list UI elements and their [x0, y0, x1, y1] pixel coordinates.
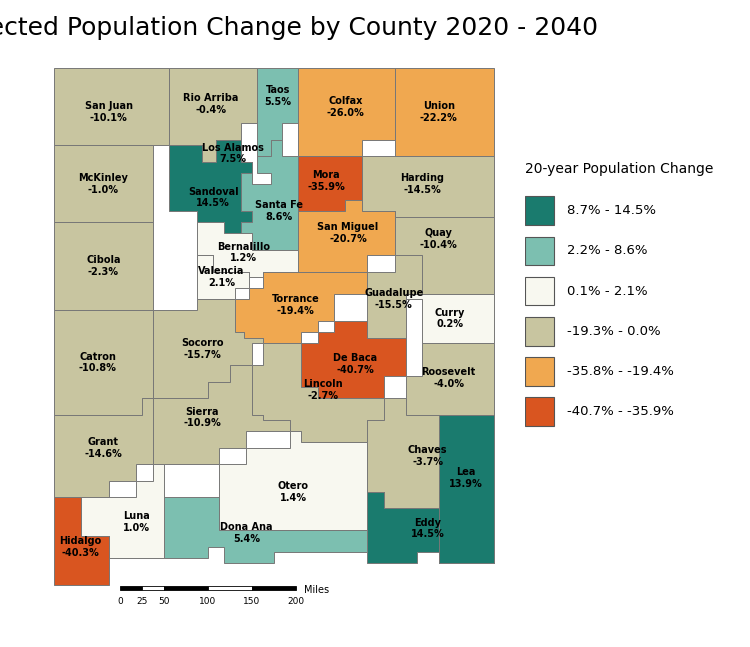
Polygon shape — [54, 145, 153, 223]
Text: Dona Ana
5.4%: Dona Ana 5.4% — [220, 522, 272, 543]
Text: 150: 150 — [243, 597, 260, 606]
Bar — [525, 277, 554, 305]
Text: Union
-22.2%: Union -22.2% — [420, 102, 458, 123]
Bar — [120, 586, 142, 590]
Polygon shape — [406, 343, 494, 415]
Text: Rio Arriba
-0.4%: Rio Arriba -0.4% — [183, 93, 238, 115]
Polygon shape — [170, 68, 257, 162]
Text: Los Alamos
7.5%: Los Alamos 7.5% — [202, 143, 263, 164]
Text: 100: 100 — [200, 597, 217, 606]
Polygon shape — [54, 497, 109, 585]
Polygon shape — [298, 157, 362, 217]
Polygon shape — [196, 255, 249, 299]
Bar — [142, 586, 164, 590]
Text: Quay
-10.4%: Quay -10.4% — [420, 228, 458, 250]
Bar — [525, 317, 554, 345]
Polygon shape — [54, 310, 153, 415]
Text: 25: 25 — [136, 597, 148, 606]
Bar — [208, 586, 252, 590]
Text: San Juan
-10.1%: San Juan -10.1% — [85, 102, 133, 123]
Text: 2.2% - 8.6%: 2.2% - 8.6% — [567, 245, 647, 258]
Polygon shape — [153, 299, 262, 398]
Text: Bernalillo
1.2%: Bernalillo 1.2% — [217, 242, 270, 263]
Polygon shape — [216, 140, 252, 173]
Text: Santa Fe
8.6%: Santa Fe 8.6% — [255, 201, 303, 222]
Polygon shape — [241, 140, 323, 250]
Polygon shape — [368, 255, 422, 338]
Text: Projected Population Change by County 2020 - 2040: Projected Population Change by County 20… — [0, 16, 598, 40]
Text: Harding
-14.5%: Harding -14.5% — [400, 173, 444, 195]
Text: -40.7% - -35.9%: -40.7% - -35.9% — [567, 405, 674, 418]
Text: Torrance
-19.4%: Torrance -19.4% — [272, 294, 320, 316]
Bar — [525, 237, 554, 265]
Bar — [164, 586, 208, 590]
Polygon shape — [219, 431, 384, 531]
Text: Guadalupe
-15.5%: Guadalupe -15.5% — [364, 289, 423, 310]
Text: Sierra
-10.9%: Sierra -10.9% — [184, 407, 221, 428]
Bar — [525, 357, 554, 386]
Text: 0: 0 — [117, 597, 123, 606]
Polygon shape — [170, 140, 252, 234]
Polygon shape — [252, 343, 384, 443]
Text: Lincoln
-2.7%: Lincoln -2.7% — [304, 379, 343, 400]
Text: Catron
-10.8%: Catron -10.8% — [79, 352, 117, 373]
Polygon shape — [298, 68, 394, 157]
Polygon shape — [164, 497, 368, 563]
Polygon shape — [54, 68, 170, 145]
Polygon shape — [362, 157, 494, 217]
Polygon shape — [196, 223, 298, 277]
Text: Luna
1.0%: Luna 1.0% — [123, 511, 150, 532]
Text: Colfax
-26.0%: Colfax -26.0% — [326, 96, 364, 118]
Polygon shape — [406, 294, 494, 343]
Text: 20-year Population Change: 20-year Population Change — [525, 162, 713, 176]
Text: Sandoval
14.5%: Sandoval 14.5% — [188, 187, 238, 208]
Text: Hidalgo
-40.3%: Hidalgo -40.3% — [59, 536, 101, 558]
Polygon shape — [368, 398, 494, 509]
Text: Eddy
14.5%: Eddy 14.5% — [411, 518, 445, 540]
Text: Otero
1.4%: Otero 1.4% — [278, 481, 308, 503]
Text: Lea
13.9%: Lea 13.9% — [449, 467, 483, 488]
Text: Chaves
-3.7%: Chaves -3.7% — [408, 445, 448, 466]
Text: Mora
-35.9%: Mora -35.9% — [307, 170, 345, 192]
Polygon shape — [298, 201, 394, 272]
Bar — [525, 197, 554, 225]
Polygon shape — [257, 68, 298, 157]
Polygon shape — [439, 415, 494, 563]
Text: De Baca
-40.7%: De Baca -40.7% — [333, 353, 377, 375]
Text: Miles: Miles — [304, 585, 329, 595]
Text: Valencia
2.1%: Valencia 2.1% — [198, 267, 244, 288]
Polygon shape — [394, 217, 494, 294]
Text: Curry
0.2%: Curry 0.2% — [434, 308, 465, 329]
Text: Taos
5.5%: Taos 5.5% — [264, 85, 291, 107]
Polygon shape — [81, 465, 164, 558]
Polygon shape — [302, 321, 406, 398]
Text: Grant
-14.6%: Grant -14.6% — [85, 437, 122, 459]
Polygon shape — [153, 365, 290, 465]
Polygon shape — [368, 492, 494, 563]
Text: 8.7% - 14.5%: 8.7% - 14.5% — [567, 204, 656, 217]
Text: 0.1% - 2.1%: 0.1% - 2.1% — [567, 285, 647, 298]
Text: San Miguel
-20.7%: San Miguel -20.7% — [317, 223, 379, 244]
Text: Roosevelt
-4.0%: Roosevelt -4.0% — [422, 367, 476, 389]
Text: -19.3% - 0.0%: -19.3% - 0.0% — [567, 325, 660, 338]
Text: -35.8% - -19.4%: -35.8% - -19.4% — [567, 365, 674, 378]
Bar — [252, 586, 296, 590]
Text: McKinley
-1.0%: McKinley -1.0% — [78, 173, 128, 195]
Polygon shape — [394, 68, 494, 157]
Polygon shape — [54, 398, 153, 497]
Bar — [525, 397, 554, 426]
Text: 50: 50 — [158, 597, 170, 606]
Text: Socorro
-15.7%: Socorro -15.7% — [181, 338, 224, 360]
Polygon shape — [54, 223, 153, 310]
Text: 200: 200 — [287, 597, 304, 606]
Text: Cibola
-2.3%: Cibola -2.3% — [86, 256, 121, 277]
Polygon shape — [236, 272, 368, 343]
